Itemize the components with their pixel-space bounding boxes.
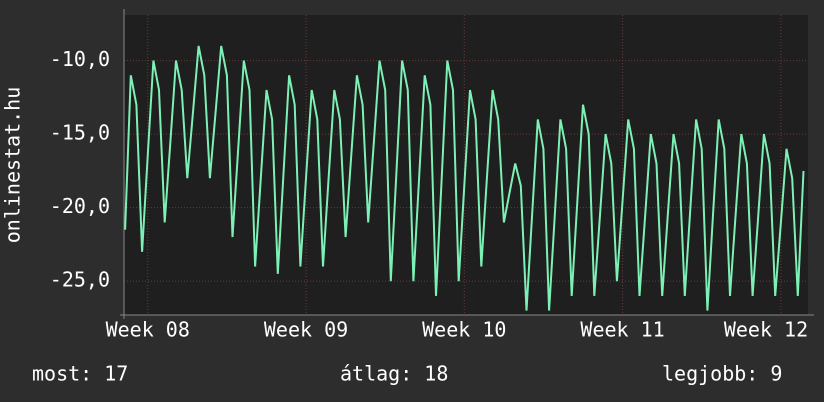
data-line: [124, 45, 805, 311]
footer-best: legjobb: 9: [662, 362, 782, 386]
x-tick-label: Week 12: [724, 318, 808, 342]
x-tick-label: Week 10: [422, 318, 506, 342]
y-tick-label: -15,0: [50, 121, 110, 145]
y-axis-label: onlinestat.hu: [1, 87, 25, 244]
x-tick-label: Week 08: [106, 318, 190, 342]
y-tick-label: -10,0: [50, 47, 110, 71]
footer-current: most: 17: [32, 362, 128, 386]
footer-average: átlag: 18: [340, 362, 448, 386]
y-tick-label: -25,0: [50, 268, 110, 292]
x-tick-label: Week 09: [264, 318, 348, 342]
y-tick-label: -20,0: [50, 194, 110, 218]
x-tick-label: Week 11: [580, 318, 664, 342]
